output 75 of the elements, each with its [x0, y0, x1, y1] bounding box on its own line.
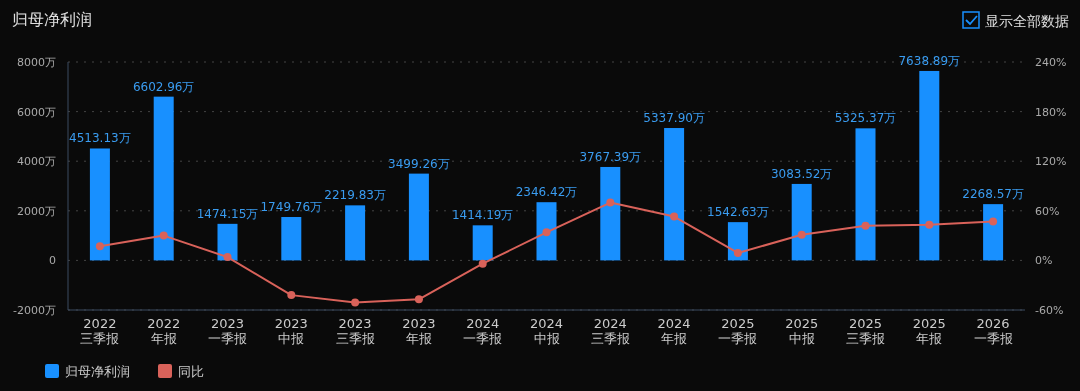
text: 显示全部数据 — [985, 13, 1069, 29]
bar — [536, 202, 557, 261]
bar — [600, 166, 621, 261]
data-label: 1414.19万 — [451, 208, 514, 223]
y2-tick-label: 120% — [1035, 155, 1067, 169]
x-tick-label: 2023 中报 — [274, 316, 308, 346]
point — [733, 248, 742, 257]
x-tick-label: 2024 三季报 — [590, 316, 630, 346]
point — [861, 221, 870, 230]
data-label: 5337.90万 — [643, 111, 705, 126]
point — [414, 295, 423, 304]
data-label: 3499.26万 — [388, 156, 450, 171]
y-tick-label: 4000万 — [17, 155, 56, 169]
x-tick-label: 2022 三季报 — [80, 316, 120, 346]
x-tick-label: 2025 中报 — [785, 316, 819, 346]
x-tick-label: 2025 年报 — [912, 316, 946, 346]
bar — [89, 148, 110, 261]
x-tick-label: 2023 年报 — [402, 316, 436, 346]
point — [95, 242, 104, 251]
bar — [345, 205, 366, 261]
point — [797, 230, 806, 239]
chart-title: 归母净利润 — [12, 10, 92, 29]
point — [542, 228, 551, 237]
bar — [791, 183, 812, 261]
x-tick-label: 2023 一季报 — [208, 316, 247, 346]
data-label: 5325.37万 — [834, 111, 897, 126]
y2-tick-label: 180% — [1035, 105, 1067, 119]
point — [670, 212, 679, 221]
data-label: 3083.52万 — [770, 166, 833, 181]
y-tick-label: 8000万 — [17, 56, 56, 69]
x-tick-label: 2023 三季报 — [335, 316, 375, 346]
point — [351, 298, 360, 307]
data-label: 6602.96万 — [132, 79, 195, 94]
data-label: 4513.13万 — [69, 131, 131, 146]
bar — [408, 173, 429, 261]
point — [925, 220, 934, 229]
x-tick-label: 2025 三季报 — [846, 316, 885, 346]
bar — [664, 128, 685, 261]
y-tick-label: 0 — [49, 254, 56, 268]
bar — [153, 96, 174, 261]
bar — [855, 128, 876, 261]
data-label: 1749.76万 — [260, 200, 323, 215]
bar — [983, 204, 1004, 261]
point — [989, 217, 998, 226]
bar — [919, 70, 940, 261]
bar — [281, 217, 302, 261]
point — [223, 253, 232, 262]
y-tick-label: 2000万 — [17, 204, 56, 218]
x-tick-label: 2026 一季报 — [973, 316, 1013, 346]
data-label: 1474.15万 — [196, 206, 259, 221]
y2-tick-label: 60% — [1035, 204, 1060, 218]
point — [287, 291, 296, 300]
data-label: 7638.89万 — [898, 53, 961, 68]
x-tick-label: 2022 年报 — [147, 316, 181, 346]
data-label: 2346.42万 — [515, 185, 578, 200]
y2-tick-label: 0% — [1035, 254, 1053, 268]
data-label: 3767.39万 — [579, 149, 642, 164]
x-tick-label: 2025 一季报 — [718, 316, 758, 346]
data-label: 2268.57万 — [962, 187, 1024, 202]
x-tick-label: 2024 一季报 — [463, 316, 503, 346]
y-tick-label: 6000万 — [17, 105, 56, 119]
y2-tick-label: 240% — [1035, 56, 1067, 69]
x-tick-label: 2024 年报 — [657, 316, 691, 346]
data-label: 2219.83万 — [324, 188, 386, 203]
y2-tick-label: -60% — [1035, 304, 1064, 317]
x-tick-label: 2024 中报 — [529, 316, 564, 346]
legend-label: 同比 — [178, 364, 204, 379]
point — [606, 198, 615, 207]
bar — [217, 223, 238, 261]
y-tick-label: -2000万 — [13, 304, 56, 317]
point — [159, 231, 168, 240]
point — [478, 259, 487, 268]
data-label: 1542.63万 — [707, 205, 769, 220]
legend-label: 归母净利润 — [65, 364, 130, 379]
bar — [472, 225, 493, 261]
